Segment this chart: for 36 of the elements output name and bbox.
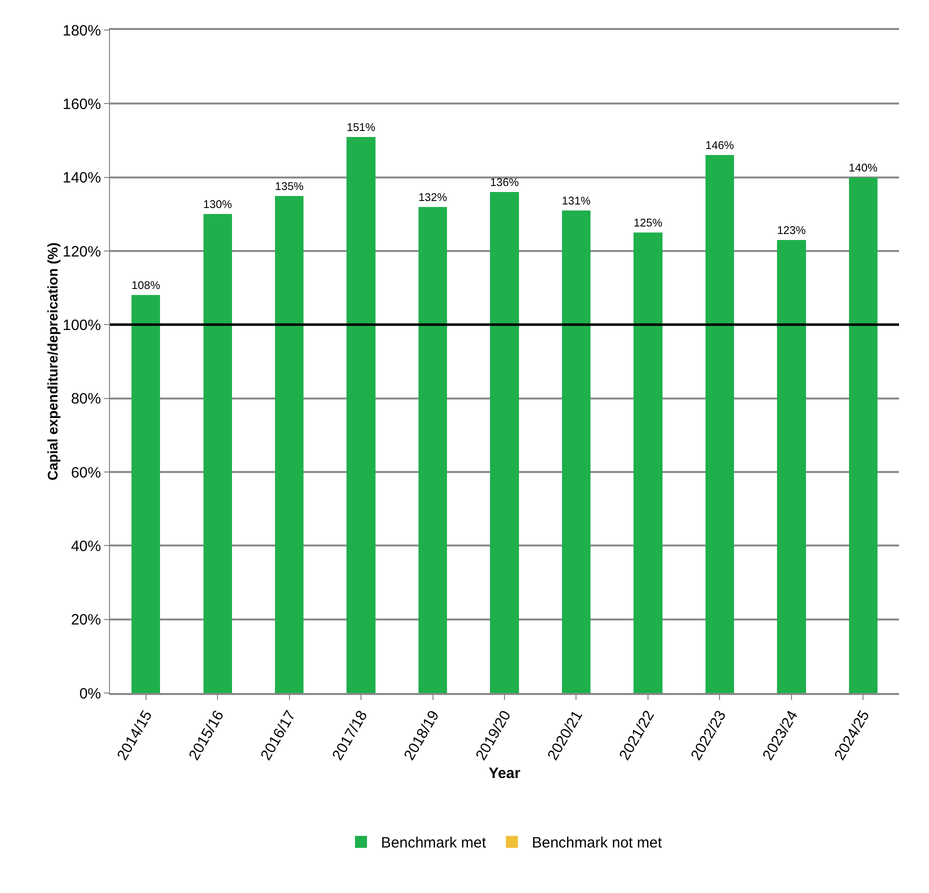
bar	[346, 136, 376, 693]
legend-label: Benchmark not met	[532, 834, 663, 852]
x-axis-title: Year	[488, 765, 521, 782]
bar	[705, 155, 734, 693]
y-tick-label: 40%	[70, 538, 101, 555]
y-tick-label: 120%	[62, 243, 101, 260]
data-label: 131%	[562, 195, 591, 208]
y-tick-label: 100%	[62, 316, 101, 334]
legend-label: Benchmark met	[381, 834, 487, 852]
y-tick-label: 0%	[79, 685, 101, 702]
bar	[490, 192, 519, 693]
bar	[132, 295, 160, 693]
bar	[203, 214, 232, 693]
bar	[848, 177, 878, 693]
data-label: 108%	[132, 280, 160, 292]
data-label: 130%	[203, 199, 232, 212]
bar	[634, 232, 662, 693]
data-label: 140%	[848, 162, 878, 174]
y-tick-label: 180%	[62, 22, 101, 40]
bar	[274, 196, 304, 693]
y-tick-label: 80%	[70, 390, 101, 408]
bar	[418, 206, 448, 693]
data-label: 151%	[346, 122, 376, 134]
data-label: 136%	[490, 177, 519, 190]
y-tick-label: 160%	[62, 96, 101, 113]
y-tick-label: 20%	[70, 612, 101, 629]
bar	[777, 240, 806, 693]
bar	[562, 210, 591, 693]
data-label: 123%	[777, 224, 806, 237]
data-label: 125%	[634, 218, 662, 230]
y-tick-label: 60%	[70, 464, 101, 482]
data-label: 135%	[274, 180, 304, 193]
data-label: 146%	[705, 140, 734, 152]
y-axis-title: Capial expenditure/depreication (%)	[44, 242, 61, 481]
y-tick-label: 140%	[62, 170, 101, 187]
data-label: 132%	[418, 192, 448, 204]
